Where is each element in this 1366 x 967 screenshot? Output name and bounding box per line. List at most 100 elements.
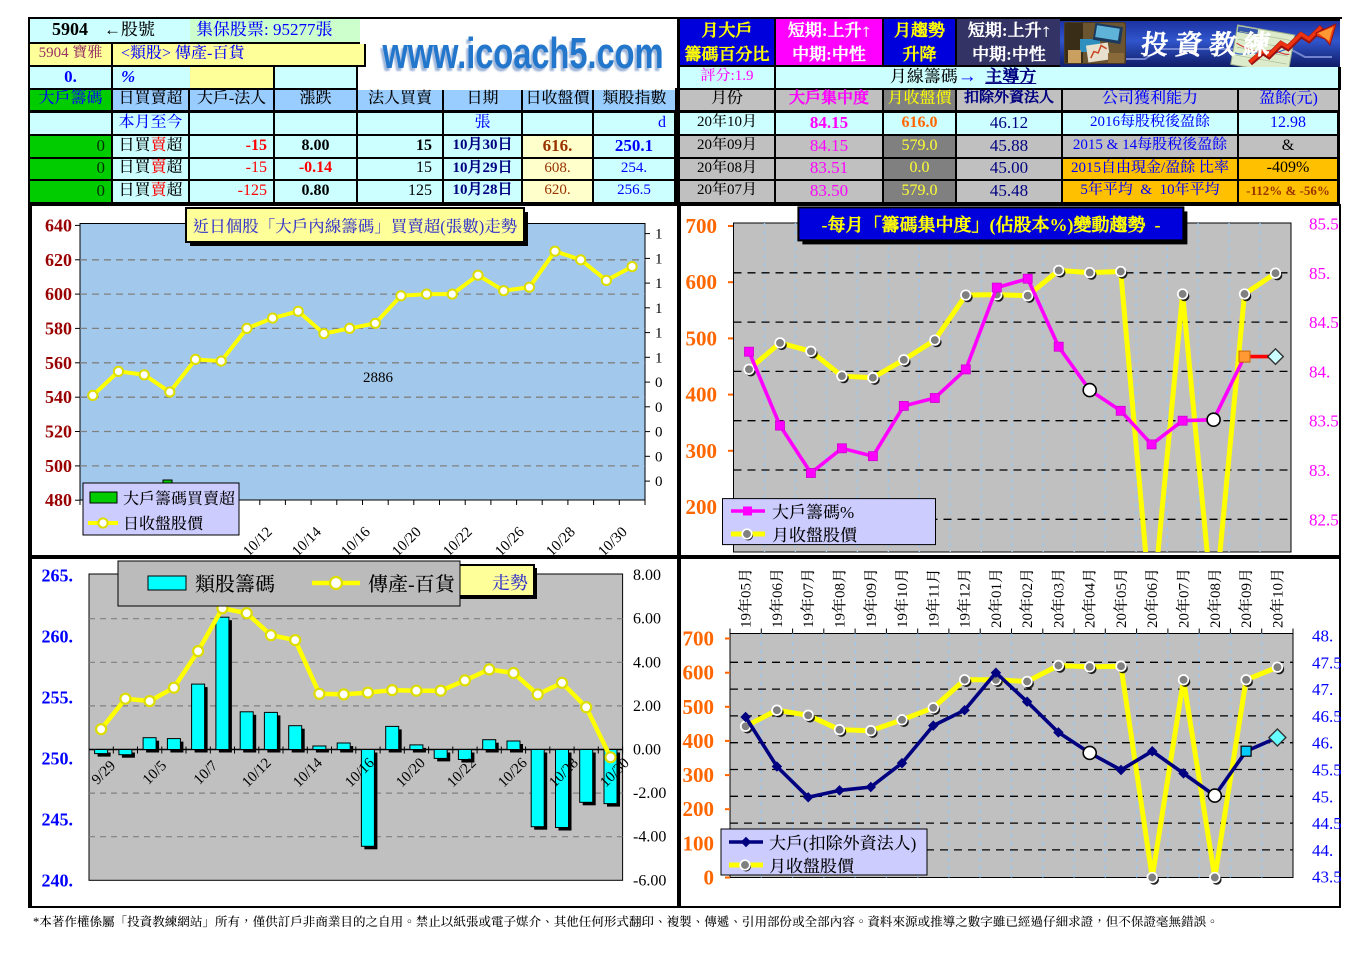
svg-text:20年02月: 20年02月 <box>1019 568 1036 628</box>
svg-text:700: 700 <box>686 214 718 238</box>
svg-text:300: 300 <box>686 439 718 463</box>
svg-text:560: 560 <box>45 353 72 373</box>
svg-text:2.00: 2.00 <box>633 698 661 715</box>
svg-text:19年08月: 19年08月 <box>832 568 849 628</box>
svg-text:10/16: 10/16 <box>338 524 374 557</box>
svg-text:19年05月: 19年05月 <box>738 568 755 628</box>
svg-text:類股籌碼: 類股籌碼 <box>195 573 275 596</box>
svg-text:300: 300 <box>683 763 715 787</box>
svg-text:400: 400 <box>683 729 715 753</box>
svg-text:0: 0 <box>655 474 663 490</box>
svg-text:600: 600 <box>683 661 715 685</box>
svg-text:20年01月: 20年01月 <box>988 568 1005 628</box>
svg-text:大戶籌碼買賣超: 大戶籌碼買賣超 <box>123 490 235 508</box>
svg-text:45.: 45. <box>1312 787 1333 806</box>
svg-text:640: 640 <box>45 215 72 235</box>
svg-text:580: 580 <box>45 318 72 338</box>
svg-text:10/28: 10/28 <box>543 524 578 557</box>
svg-text:240.: 240. <box>42 871 74 891</box>
svg-text:44.: 44. <box>1312 841 1333 860</box>
svg-text:1: 1 <box>655 350 663 366</box>
svg-text:19年09月: 19年09月 <box>863 568 880 628</box>
svg-text:0.00: 0.00 <box>633 742 661 759</box>
svg-text:月收盤股價: 月收盤股價 <box>772 526 857 545</box>
svg-text:1: 1 <box>655 227 663 243</box>
svg-text:1: 1 <box>655 276 663 292</box>
svg-text:500: 500 <box>686 326 718 350</box>
svg-text:47.5: 47.5 <box>1312 653 1341 672</box>
svg-text:19年11月: 19年11月 <box>925 569 942 628</box>
svg-text:4.00: 4.00 <box>633 654 661 671</box>
svg-text:255.: 255. <box>42 687 74 707</box>
svg-text:82.5: 82.5 <box>1309 510 1339 529</box>
svg-text:43.5: 43.5 <box>1312 868 1341 887</box>
svg-text:10/30: 10/30 <box>595 524 630 557</box>
svg-text:520: 520 <box>45 422 72 442</box>
svg-text:投資教練: 投資教練 <box>1140 30 1279 60</box>
svg-text:0: 0 <box>704 866 715 890</box>
svg-text:10/26: 10/26 <box>492 524 528 557</box>
svg-text:600: 600 <box>45 284 72 304</box>
svg-text:-6.00: -6.00 <box>633 872 666 889</box>
svg-text:月收盤股價: 月收盤股價 <box>769 857 854 876</box>
svg-text:19年06月: 19年06月 <box>769 568 786 628</box>
svg-text:85.5: 85.5 <box>1309 215 1339 234</box>
svg-text:83.5: 83.5 <box>1309 412 1339 431</box>
svg-text:84.: 84. <box>1309 362 1330 381</box>
svg-text:10/20: 10/20 <box>389 524 424 557</box>
svg-text:傳產-百貨: 傳產-百貨 <box>368 574 455 596</box>
svg-text:540: 540 <box>45 387 72 407</box>
svg-text:6.00: 6.00 <box>633 611 661 628</box>
svg-text:260.: 260. <box>42 626 74 646</box>
svg-text:84.5: 84.5 <box>1309 313 1339 332</box>
svg-text:44.5: 44.5 <box>1312 814 1341 833</box>
svg-text:1: 1 <box>655 301 663 317</box>
svg-text:265.: 265. <box>42 565 74 585</box>
svg-text:700: 700 <box>683 627 715 651</box>
svg-text:200: 200 <box>683 797 715 821</box>
svg-text:250.: 250. <box>42 748 74 768</box>
svg-text:245.: 245. <box>42 810 74 830</box>
svg-text:480: 480 <box>45 490 72 510</box>
svg-text:走勢: 走勢 <box>492 573 528 593</box>
svg-text:83.: 83. <box>1309 461 1330 480</box>
svg-text:620: 620 <box>45 250 72 270</box>
svg-text:100: 100 <box>683 831 715 855</box>
svg-text:0: 0 <box>655 425 663 441</box>
svg-text:2886: 2886 <box>363 370 394 386</box>
svg-text:20年06月: 20年06月 <box>1144 568 1161 628</box>
svg-text:19年12月: 19年12月 <box>957 568 974 628</box>
svg-text:大戶籌碼%: 大戶籌碼% <box>772 503 854 522</box>
svg-text:10/12: 10/12 <box>240 524 275 557</box>
svg-text:8.00: 8.00 <box>633 567 661 584</box>
svg-text:1: 1 <box>655 326 663 342</box>
svg-text:大戶(扣除外資法人): 大戶(扣除外資法人) <box>769 834 916 853</box>
svg-text:20年09月: 20年09月 <box>1238 568 1255 628</box>
svg-text:20年07月: 20年07月 <box>1176 568 1193 628</box>
svg-text:-每月「籌碼集中度」(佔股本%)變動趨勢 -: -每月「籌碼集中度」(佔股本%)變動趨勢 - <box>822 215 1161 236</box>
svg-text:0: 0 <box>655 400 663 416</box>
svg-text:10/14: 10/14 <box>289 524 325 557</box>
svg-text:45.5: 45.5 <box>1312 761 1341 780</box>
svg-text:0: 0 <box>655 449 663 465</box>
svg-text:46.: 46. <box>1312 734 1333 753</box>
svg-text:46.5: 46.5 <box>1312 707 1341 726</box>
svg-text:19年10月: 19年10月 <box>894 568 911 628</box>
svg-text:20年05月: 20年05月 <box>1113 568 1130 628</box>
svg-text:-4.00: -4.00 <box>633 829 666 846</box>
svg-text:48.: 48. <box>1312 627 1333 646</box>
svg-text:0: 0 <box>655 375 663 391</box>
svg-text:19年07月: 19年07月 <box>800 568 817 628</box>
svg-text:近日個股「大戶內線籌碼」買賣超(張數)走勢: 近日個股「大戶內線籌碼」買賣超(張數)走勢 <box>193 217 518 236</box>
svg-text:10/22: 10/22 <box>440 524 475 557</box>
svg-text:20年08月: 20年08月 <box>1207 568 1224 628</box>
svg-text:500: 500 <box>45 456 72 476</box>
svg-text:20年03月: 20年03月 <box>1050 568 1067 628</box>
svg-text:600: 600 <box>686 270 718 294</box>
svg-text:200: 200 <box>686 495 718 519</box>
svg-text:1: 1 <box>655 251 663 267</box>
svg-text:500: 500 <box>683 695 715 719</box>
svg-text:47.: 47. <box>1312 680 1333 699</box>
svg-text:日收盤股價: 日收盤股價 <box>123 515 203 533</box>
svg-text:20年04月: 20年04月 <box>1082 568 1099 628</box>
